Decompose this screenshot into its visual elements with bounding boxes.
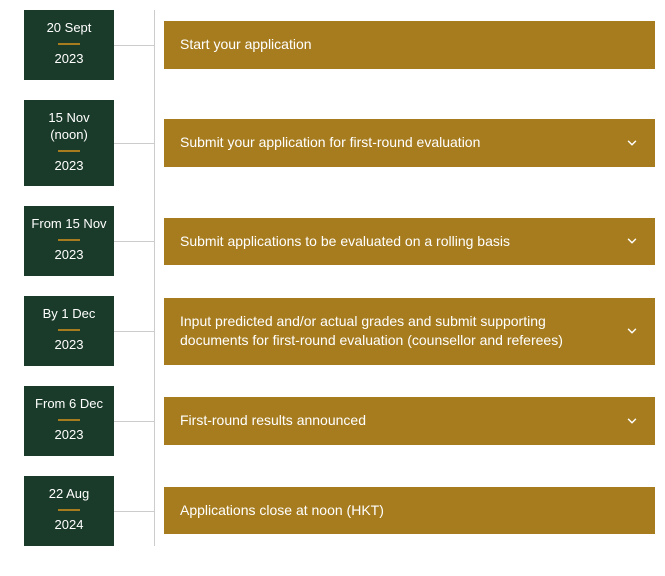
date-divider bbox=[58, 509, 80, 511]
content-text: First-round results announced bbox=[180, 411, 625, 431]
date-top: 22 Aug bbox=[30, 486, 108, 503]
content-box[interactable]: First-round results announced bbox=[164, 397, 655, 445]
content-box: Start your application bbox=[164, 21, 655, 69]
timeline-row: From 6 Dec 2023 First-round results announ… bbox=[10, 386, 655, 456]
timeline-row: 15 Nov (noon) 2023 Submit your application… bbox=[10, 100, 655, 187]
date-divider bbox=[58, 43, 80, 45]
timeline-row: 22 Aug 2024 Applications close at noon (HK… bbox=[10, 476, 655, 546]
date-top: From 15 Nov bbox=[30, 216, 108, 233]
timeline-row: 20 Sept 2023 Start your application bbox=[10, 10, 655, 80]
date-year: 2023 bbox=[30, 247, 108, 264]
content-box: Applications close at noon (HKT) bbox=[164, 487, 655, 535]
date-year: 2024 bbox=[30, 517, 108, 534]
date-divider bbox=[58, 329, 80, 331]
connector-line bbox=[114, 143, 154, 144]
date-top: 20 Sept bbox=[30, 20, 108, 37]
connector-line bbox=[114, 331, 154, 332]
chevron-down-icon[interactable] bbox=[625, 414, 639, 428]
date-box: From 15 Nov 2023 bbox=[24, 206, 114, 276]
chevron-down-icon[interactable] bbox=[625, 136, 639, 150]
content-box[interactable]: Input predicted and/or actual grades and… bbox=[164, 298, 655, 365]
date-box: By 1 Dec 2023 bbox=[24, 296, 114, 366]
connector-line bbox=[114, 45, 154, 46]
timeline-row: By 1 Dec 2023 Input predicted and/or actua… bbox=[10, 296, 655, 366]
content-text: Applications close at noon (HKT) bbox=[180, 501, 639, 521]
connector-line bbox=[114, 511, 154, 512]
date-top: 15 Nov (noon) bbox=[30, 110, 108, 144]
date-year: 2023 bbox=[30, 427, 108, 444]
date-box: 15 Nov (noon) 2023 bbox=[24, 100, 114, 187]
timeline-row: From 15 Nov 2023 Submit applications to be… bbox=[10, 206, 655, 276]
content-text: Start your application bbox=[180, 35, 639, 55]
chevron-down-icon[interactable] bbox=[625, 234, 639, 248]
connector-line bbox=[114, 421, 154, 422]
content-text: Submit applications to be evaluated on a… bbox=[180, 232, 625, 252]
date-year: 2023 bbox=[30, 51, 108, 68]
date-box: 22 Aug 2024 bbox=[24, 476, 114, 546]
date-top: From 6 Dec bbox=[30, 396, 108, 413]
timeline: 20 Sept 2023 Start your application 15 Nov … bbox=[10, 10, 655, 546]
date-divider bbox=[58, 239, 80, 241]
content-box[interactable]: Submit applications to be evaluated on a… bbox=[164, 218, 655, 266]
content-text: Input predicted and/or actual grades and… bbox=[180, 312, 625, 351]
content-box[interactable]: Submit your application for first-round … bbox=[164, 119, 655, 167]
timeline-vertical-line bbox=[154, 10, 155, 546]
content-text: Submit your application for first-round … bbox=[180, 133, 625, 153]
connector-line bbox=[114, 241, 154, 242]
date-divider bbox=[58, 419, 80, 421]
date-top: By 1 Dec bbox=[30, 306, 108, 323]
date-box: From 6 Dec 2023 bbox=[24, 386, 114, 456]
date-divider bbox=[58, 150, 80, 152]
date-year: 2023 bbox=[30, 337, 108, 354]
date-box: 20 Sept 2023 bbox=[24, 10, 114, 80]
date-year: 2023 bbox=[30, 158, 108, 175]
chevron-down-icon[interactable] bbox=[625, 324, 639, 338]
